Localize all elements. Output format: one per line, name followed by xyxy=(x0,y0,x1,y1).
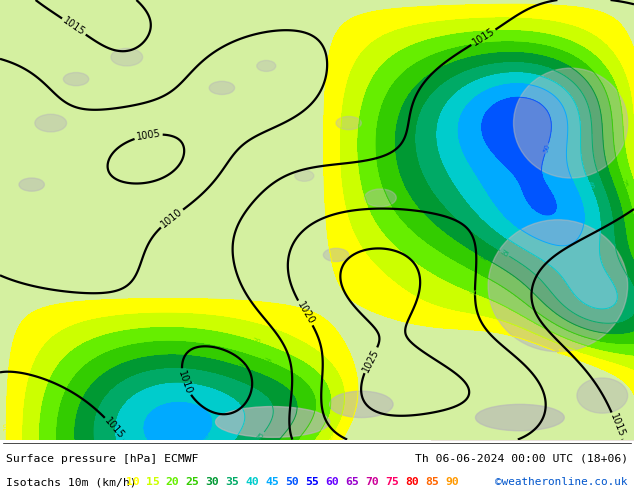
Ellipse shape xyxy=(330,391,393,417)
Text: 1005: 1005 xyxy=(136,129,162,142)
Text: 35: 35 xyxy=(500,248,510,258)
Text: 25: 25 xyxy=(619,179,628,189)
Text: 30: 30 xyxy=(478,252,489,262)
Text: 90: 90 xyxy=(445,477,459,488)
Ellipse shape xyxy=(476,404,564,431)
Text: 60: 60 xyxy=(325,477,339,488)
Text: 1020: 1020 xyxy=(295,300,316,326)
Ellipse shape xyxy=(63,73,89,86)
Text: 80: 80 xyxy=(405,477,419,488)
Ellipse shape xyxy=(336,117,361,130)
Text: 50: 50 xyxy=(285,477,299,488)
Text: 1015: 1015 xyxy=(470,26,496,48)
Text: 1010: 1010 xyxy=(159,207,184,230)
Text: 45: 45 xyxy=(200,431,211,441)
Text: ©weatheronline.co.uk: ©weatheronline.co.uk xyxy=(495,477,628,488)
Text: 10: 10 xyxy=(126,477,139,488)
Text: 20: 20 xyxy=(165,477,179,488)
Text: 85: 85 xyxy=(425,477,439,488)
Text: 50: 50 xyxy=(543,143,551,154)
Text: 1010: 1010 xyxy=(176,369,193,395)
Text: 40: 40 xyxy=(186,381,196,388)
Text: 1015: 1015 xyxy=(103,416,126,441)
Text: 65: 65 xyxy=(345,477,359,488)
Text: 55: 55 xyxy=(306,477,319,488)
Ellipse shape xyxy=(111,49,143,66)
Text: 10: 10 xyxy=(555,348,565,357)
Ellipse shape xyxy=(35,114,67,132)
Text: 15: 15 xyxy=(326,431,336,441)
Text: 40: 40 xyxy=(245,477,259,488)
Ellipse shape xyxy=(577,378,628,413)
Text: 20: 20 xyxy=(469,288,479,297)
Ellipse shape xyxy=(216,407,330,438)
Text: 30: 30 xyxy=(205,477,219,488)
Text: 15: 15 xyxy=(146,477,159,488)
Text: 1015: 1015 xyxy=(608,413,626,439)
Text: 10: 10 xyxy=(3,422,10,431)
Text: 45: 45 xyxy=(265,477,279,488)
Ellipse shape xyxy=(19,178,44,191)
Text: 70: 70 xyxy=(365,477,379,488)
Text: 20: 20 xyxy=(252,338,262,346)
Text: 25: 25 xyxy=(262,357,273,366)
Ellipse shape xyxy=(295,171,314,181)
Text: 35: 35 xyxy=(256,431,266,441)
Text: 75: 75 xyxy=(385,477,399,488)
Text: 25: 25 xyxy=(185,477,199,488)
Ellipse shape xyxy=(365,189,396,207)
Text: Surface pressure [hPa] ECMWF: Surface pressure [hPa] ECMWF xyxy=(6,454,199,464)
Text: 30: 30 xyxy=(236,363,247,371)
Text: 1015: 1015 xyxy=(61,15,87,38)
Ellipse shape xyxy=(488,220,628,352)
Text: 15: 15 xyxy=(630,121,634,129)
Text: 40: 40 xyxy=(586,180,595,191)
Ellipse shape xyxy=(514,68,628,178)
Text: 1025: 1025 xyxy=(361,347,380,373)
Text: 35: 35 xyxy=(226,477,239,488)
Ellipse shape xyxy=(209,81,235,95)
Ellipse shape xyxy=(323,248,349,262)
Text: Isotachs 10m (km/h): Isotachs 10m (km/h) xyxy=(6,477,137,488)
Text: 45: 45 xyxy=(477,178,486,188)
Text: Th 06-06-2024 00:00 UTC (18+06): Th 06-06-2024 00:00 UTC (18+06) xyxy=(415,454,628,464)
Ellipse shape xyxy=(257,60,276,72)
